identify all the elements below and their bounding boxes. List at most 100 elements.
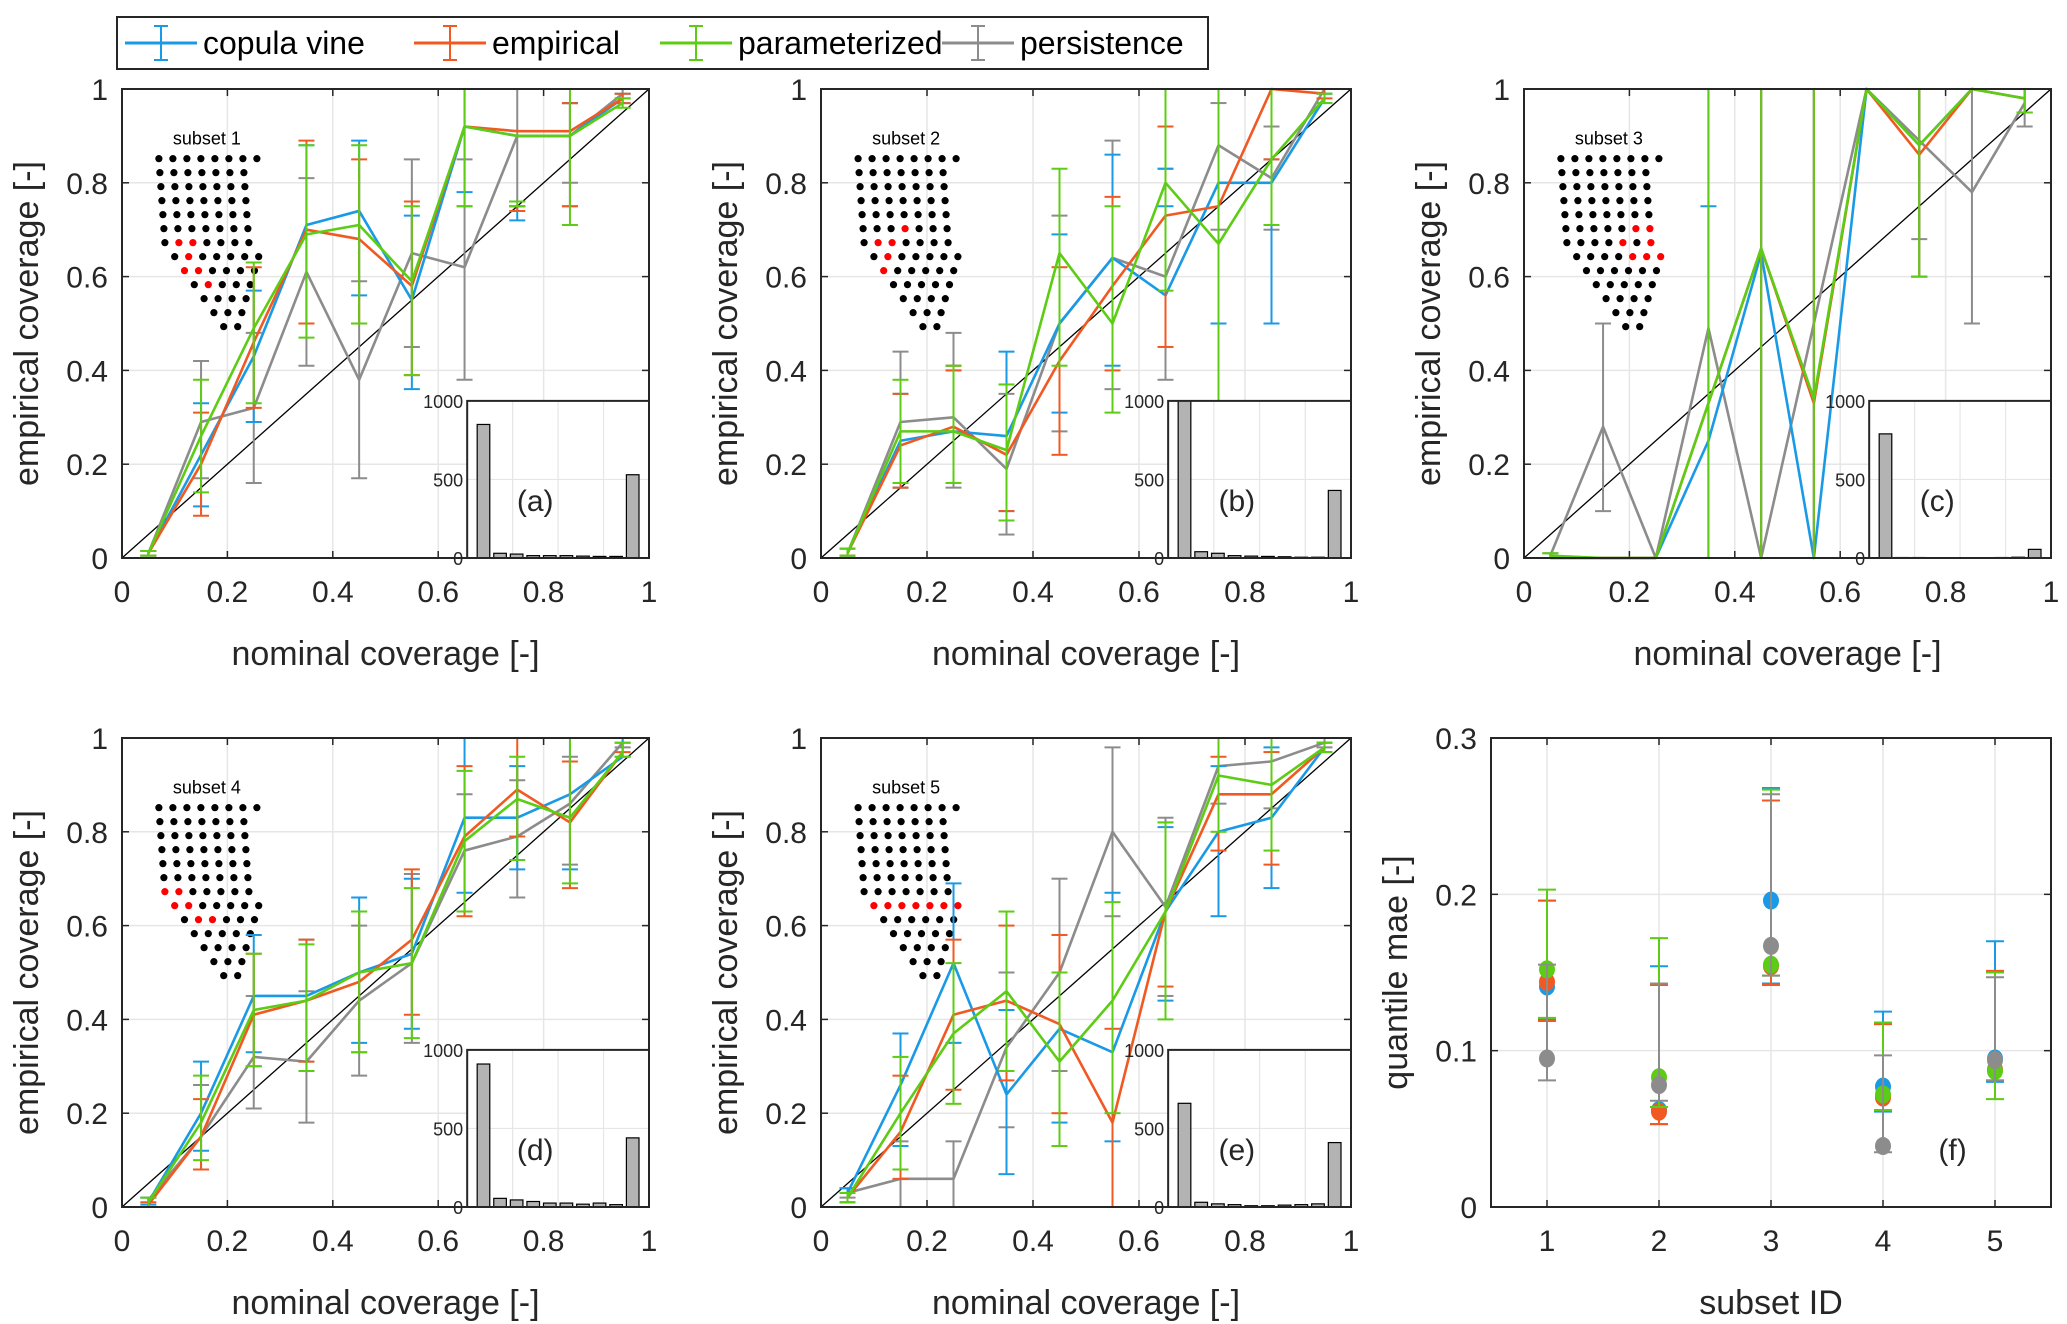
- inset-bar: [1327, 1141, 1342, 1208]
- site-dot: [200, 197, 208, 205]
- data-point: [1539, 1049, 1555, 1068]
- site-dot: [869, 169, 877, 177]
- x-tick-label: 5: [1987, 1225, 2004, 1258]
- y-axis-label: empirical coverage [-]: [707, 810, 745, 1135]
- site-dot: [220, 972, 228, 980]
- x-tick-label: 4: [1875, 1225, 1892, 1258]
- site-dot: [234, 323, 242, 331]
- site-dot: [1630, 197, 1638, 205]
- y-tick-label: 0.6: [1468, 262, 1510, 295]
- site-dot: [214, 295, 222, 303]
- site-dot: [885, 846, 893, 854]
- site-dot: [943, 225, 951, 233]
- site-dot: [896, 804, 904, 812]
- site-dot: [944, 239, 952, 247]
- y-tick-label: 0.4: [765, 355, 807, 388]
- site-dot: [211, 155, 219, 163]
- site-dot: [1585, 155, 1593, 163]
- site-dot: [234, 972, 242, 980]
- site-dot-highlighted: [901, 225, 909, 233]
- site-dot: [1615, 253, 1623, 261]
- site-dot-highlighted: [194, 916, 203, 924]
- site-dot: [857, 846, 865, 854]
- site-dot: [180, 916, 189, 924]
- site-dot-highlighted: [880, 267, 888, 275]
- site-dot: [204, 930, 212, 938]
- site-dot: [872, 860, 880, 868]
- site-dot: [908, 916, 916, 924]
- x-tick-label: 0.2: [906, 576, 948, 609]
- x-tick-label: 1: [2043, 576, 2060, 609]
- series-parameterized: [140, 737, 631, 1208]
- site-dot-highlighted: [1643, 253, 1651, 261]
- inset-y-tick-label: 0: [1855, 549, 1865, 569]
- site-dot: [217, 239, 225, 247]
- site-dot: [919, 972, 927, 980]
- site-dot: [222, 267, 231, 275]
- site-dot: [243, 860, 251, 868]
- site-dot: [856, 183, 864, 191]
- site-dot: [173, 860, 181, 868]
- inset-y-tick-label: 1000: [1825, 392, 1865, 412]
- data-point: [1987, 1051, 2003, 1070]
- y-tick-label: 0.8: [66, 168, 108, 201]
- x-tick-label: 1: [1343, 1225, 1360, 1258]
- inset-bar: [1327, 489, 1342, 559]
- site-dot: [224, 958, 232, 966]
- site-dot: [941, 197, 949, 205]
- x-axis-label: nominal coverage [-]: [932, 635, 1240, 673]
- y-tick-label: 0: [790, 543, 807, 576]
- site-dot: [910, 804, 918, 812]
- y-tick-label: 0.3: [1435, 723, 1477, 756]
- site-dot: [1627, 155, 1635, 163]
- site-dot: [858, 211, 866, 219]
- site-dot: [914, 211, 922, 219]
- site-dot: [1615, 183, 1623, 191]
- site-dot: [945, 281, 954, 289]
- site-dot: [899, 197, 907, 205]
- legend-label: empirical: [492, 25, 620, 61]
- site-dot: [213, 253, 221, 261]
- x-axis-label: nominal coverage [-]: [231, 1284, 539, 1322]
- site-dot: [228, 197, 236, 205]
- site-dot: [229, 211, 237, 219]
- series-line: [846, 746, 1326, 1199]
- site-dot: [919, 323, 927, 331]
- site-map: [854, 804, 962, 980]
- panel-tag: (c): [1920, 485, 1955, 518]
- site-dot: [898, 183, 906, 191]
- site-dot: [216, 225, 224, 233]
- panel-c: 0 0.2 0.4 0.6 0.8 1 0 0.2 0.4 0.6 0.8 1 subset 3 0 500…: [1410, 74, 2059, 673]
- site-dot: [198, 818, 206, 826]
- site-dot: [872, 211, 880, 219]
- series-parameterized: [140, 88, 631, 557]
- data-point: [1651, 1076, 1667, 1095]
- panel-tag: (f): [1938, 1134, 1966, 1167]
- axes-box: [820, 88, 1352, 559]
- site-dot: [873, 225, 881, 233]
- x-tick-label: 0.4: [312, 576, 354, 609]
- x-axis-label: nominal coverage [-]: [231, 635, 539, 673]
- site-dot: [913, 846, 921, 854]
- panel-a: 0 0.2 0.4 0.6 0.8 1 0 0.2 0.4 0.6 0.8 1 subset 1 0 500…: [8, 74, 657, 673]
- site-dot: [172, 846, 180, 854]
- site-dot: [1655, 155, 1663, 163]
- x-tick-label: 0.8: [1925, 576, 1967, 609]
- site-dot: [884, 183, 892, 191]
- site-dot: [188, 225, 196, 233]
- site-dot: [915, 874, 923, 882]
- site-dot: [242, 295, 250, 303]
- site-dot-highlighted: [940, 902, 948, 910]
- site-dot: [1628, 169, 1636, 177]
- site-dot: [936, 267, 944, 275]
- site-dot: [886, 211, 894, 219]
- site-dot: [870, 832, 878, 840]
- site-dot: [929, 225, 937, 233]
- site-dot-highlighted: [1629, 253, 1637, 261]
- x-tick-label: 0.6: [417, 1225, 459, 1258]
- site-dot-highlighted: [194, 267, 203, 275]
- site-dot: [860, 239, 868, 247]
- inset-y-tick-label: 500: [1134, 1119, 1164, 1139]
- site-dot: [894, 916, 902, 924]
